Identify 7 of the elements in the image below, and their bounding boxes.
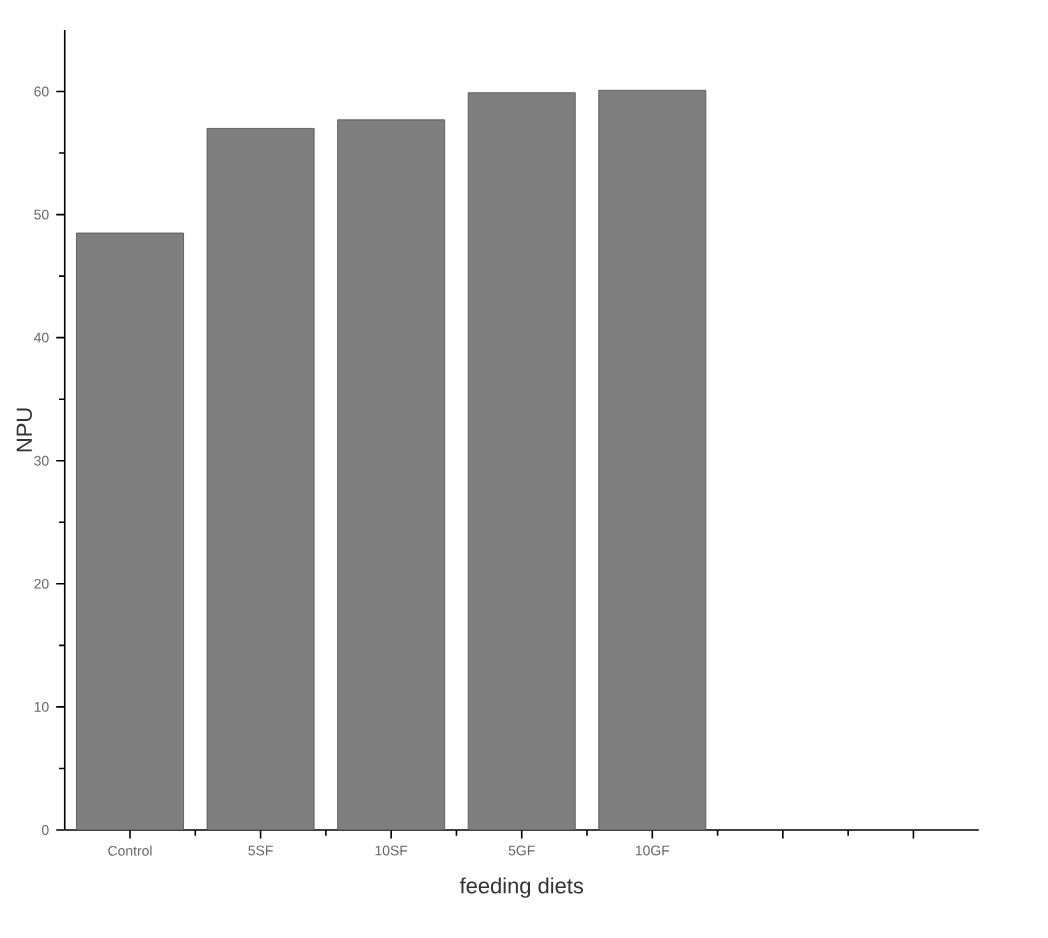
bar [76, 232, 184, 831]
x-axis-title: feeding diets [459, 877, 584, 898]
bar [337, 119, 446, 831]
bar [467, 92, 576, 831]
bar [598, 89, 707, 831]
y-axis-title: NPU [16, 408, 32, 452]
bar [206, 128, 315, 831]
